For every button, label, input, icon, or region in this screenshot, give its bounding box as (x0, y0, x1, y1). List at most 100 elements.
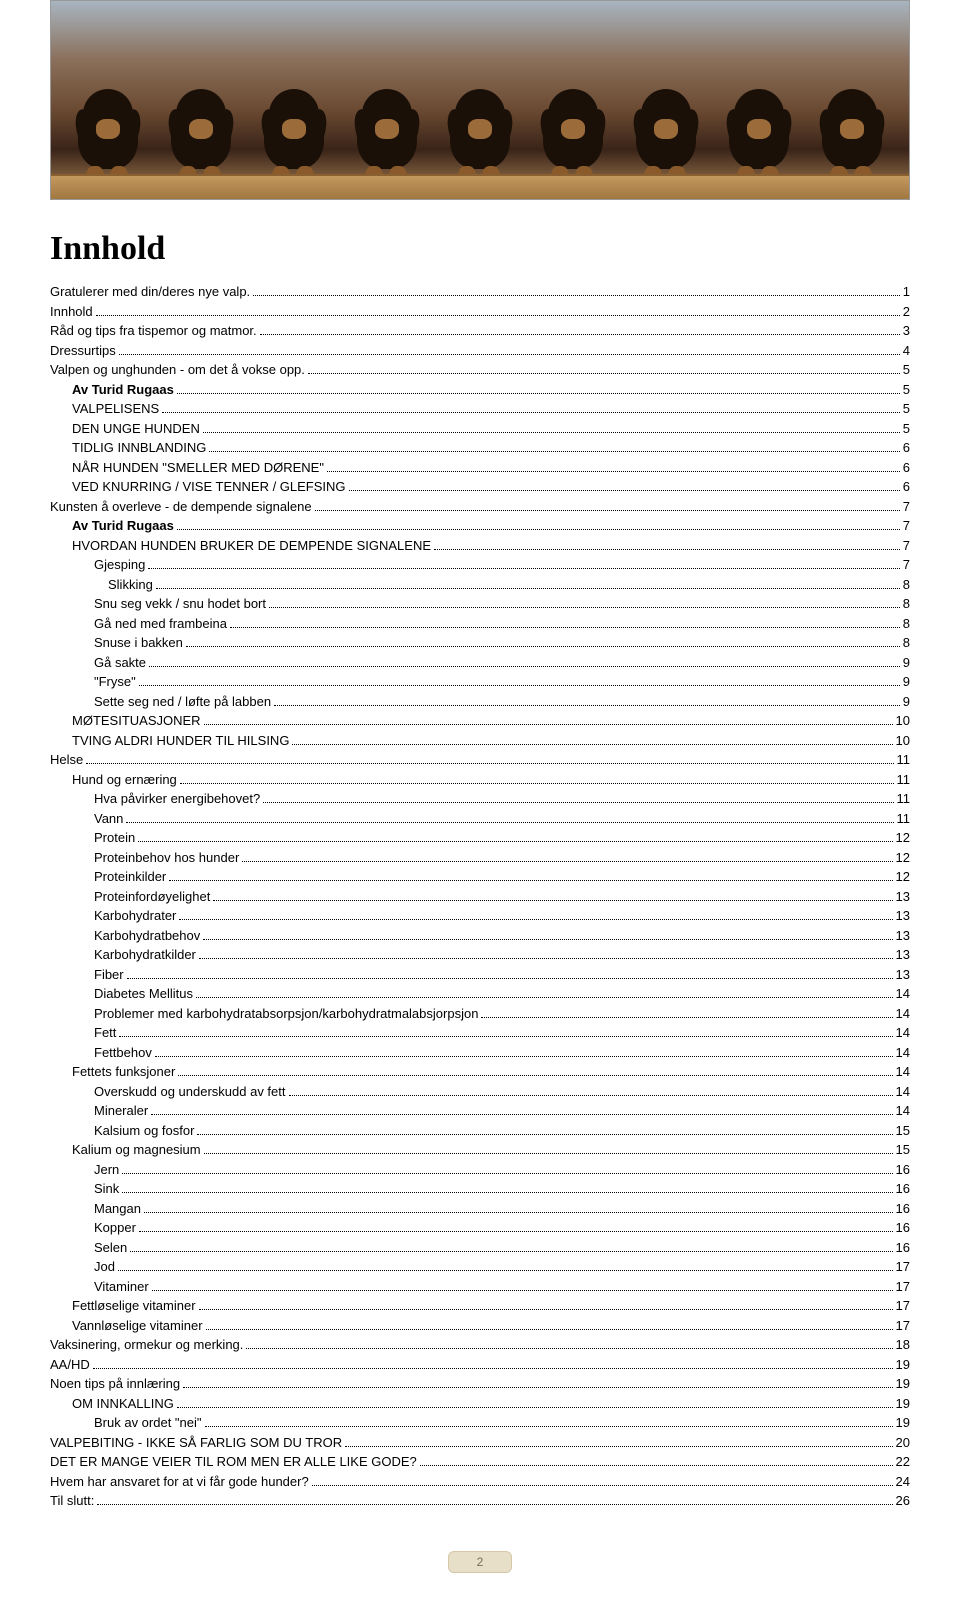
toc-leader-dots (148, 568, 899, 569)
toc-entry[interactable]: Selen16 (50, 1238, 910, 1258)
toc-entry[interactable]: Mineraler14 (50, 1101, 910, 1121)
toc-entry[interactable]: Til slutt:26 (50, 1491, 910, 1511)
toc-entry[interactable]: Hvem har ansvaret for at vi får gode hun… (50, 1472, 910, 1492)
toc-entry[interactable]: Av Turid Rugaas7 (50, 516, 910, 536)
toc-entry[interactable]: Slikking8 (50, 575, 910, 595)
toc-page-number: 7 (903, 555, 910, 575)
toc-entry[interactable]: NÅR HUNDEN "SMELLER MED DØRENE"6 (50, 458, 910, 478)
toc-page-number: 9 (903, 672, 910, 692)
toc-label: VALPEBITING - IKKE SÅ FARLIG SOM DU TROR (50, 1433, 342, 1453)
toc-entry[interactable]: Kunsten å overleve - de dempende signale… (50, 497, 910, 517)
toc-leader-dots (205, 1426, 893, 1427)
toc-entry[interactable]: HVORDAN HUNDEN BRUKER DE DEMPENDE SIGNAL… (50, 536, 910, 556)
toc-entry[interactable]: OM INNKALLING19 (50, 1394, 910, 1414)
toc-entry[interactable]: DET ER MANGE VEIER TIL ROM MEN ER ALLE L… (50, 1452, 910, 1472)
toc-label: Noen tips på innlæring (50, 1374, 180, 1394)
toc-entry[interactable]: Kalsium og fosfor15 (50, 1121, 910, 1141)
toc-entry[interactable]: Karbohydratbehov13 (50, 926, 910, 946)
toc-entry[interactable]: Vann11 (50, 809, 910, 829)
toc-entry[interactable]: Noen tips på innlæring19 (50, 1374, 910, 1394)
toc-entry[interactable]: Sink16 (50, 1179, 910, 1199)
toc-leader-dots (122, 1192, 892, 1193)
toc-leader-dots (203, 432, 900, 433)
toc-label: Råd og tips fra tispemor og matmor. (50, 321, 257, 341)
toc-page-number: 16 (896, 1218, 910, 1238)
toc-entry[interactable]: Gå ned med frambeina8 (50, 614, 910, 634)
toc-entry[interactable]: Gjesping7 (50, 555, 910, 575)
toc-entry[interactable]: Protein12 (50, 828, 910, 848)
toc-label: DET ER MANGE VEIER TIL ROM MEN ER ALLE L… (50, 1452, 417, 1472)
toc-entry[interactable]: Snu seg vekk / snu hodet bort8 (50, 594, 910, 614)
toc-leader-dots (196, 997, 893, 998)
toc-entry[interactable]: Hund og ernæring11 (50, 770, 910, 790)
toc-entry[interactable]: Hva påvirker energibehovet?11 (50, 789, 910, 809)
toc-entry[interactable]: Gå sakte9 (50, 653, 910, 673)
toc-label: "Fryse" (94, 672, 136, 692)
toc-entry[interactable]: Mangan16 (50, 1199, 910, 1219)
toc-label: Mangan (94, 1199, 141, 1219)
toc-entry[interactable]: Proteinfordøyelighet13 (50, 887, 910, 907)
toc-entry[interactable]: Kalium og magnesium15 (50, 1140, 910, 1160)
toc-entry[interactable]: Jern16 (50, 1160, 910, 1180)
toc-entry[interactable]: Fett14 (50, 1023, 910, 1043)
toc-entry[interactable]: Karbohydrater13 (50, 906, 910, 926)
rail (51, 174, 909, 199)
toc-leader-dots (209, 451, 899, 452)
toc-label: Snuse i bakken (94, 633, 183, 653)
toc-leader-dots (149, 666, 900, 667)
toc-entry[interactable]: Av Turid Rugaas5 (50, 380, 910, 400)
toc-entry[interactable]: Vitaminer17 (50, 1277, 910, 1297)
toc-label: Diabetes Mellitus (94, 984, 193, 1004)
toc-entry[interactable]: Diabetes Mellitus14 (50, 984, 910, 1004)
toc-entry[interactable]: AA/HD19 (50, 1355, 910, 1375)
toc-label: Selen (94, 1238, 127, 1258)
toc-entry[interactable]: Vannløselige vitaminer17 (50, 1316, 910, 1336)
toc-entry[interactable]: Overskudd og underskudd av fett14 (50, 1082, 910, 1102)
toc-page-number: 13 (896, 887, 910, 907)
toc-label: Av Turid Rugaas (72, 516, 174, 536)
toc-leader-dots (179, 919, 892, 920)
toc-entry[interactable]: "Fryse" 9 (50, 672, 910, 692)
toc-entry[interactable]: Kopper16 (50, 1218, 910, 1238)
toc-entry[interactable]: Fettløselige vitaminer17 (50, 1296, 910, 1316)
toc-entry[interactable]: Jod17 (50, 1257, 910, 1277)
toc-entry[interactable]: TIDLIG INNBLANDING6 (50, 438, 910, 458)
toc-leader-dots (178, 1075, 892, 1076)
toc-entry[interactable]: Fettbehov14 (50, 1043, 910, 1063)
toc-entry[interactable]: Dressurtips4 (50, 341, 910, 361)
toc-label: Valpen og unghunden - om det å vokse opp… (50, 360, 305, 380)
toc-entry[interactable]: Innhold2 (50, 302, 910, 322)
toc-label: Jern (94, 1160, 119, 1180)
toc-entry[interactable]: Gratulerer med din/deres nye valp.1 (50, 282, 910, 302)
toc-leader-dots (292, 744, 892, 745)
toc-entry[interactable]: Karbohydratkilder13 (50, 945, 910, 965)
toc-entry[interactable]: VALPEBITING - IKKE SÅ FARLIG SOM DU TROR… (50, 1433, 910, 1453)
toc-leader-dots (127, 978, 893, 979)
toc-leader-dots (253, 295, 900, 296)
toc-entry[interactable]: Fiber13 (50, 965, 910, 985)
toc-leader-dots (315, 510, 900, 511)
toc-entry[interactable]: Vaksinering, ormekur og merking.18 (50, 1335, 910, 1355)
toc-leader-dots (180, 783, 894, 784)
toc-entry[interactable]: Valpen og unghunden - om det å vokse opp… (50, 360, 910, 380)
toc-entry[interactable]: Problemer med karbohydratabsorpsjon/karb… (50, 1004, 910, 1024)
toc-label: Innhold (50, 302, 93, 322)
toc-entry[interactable]: Snuse i bakken8 (50, 633, 910, 653)
toc-entry[interactable]: Proteinkilder12 (50, 867, 910, 887)
toc-entry[interactable]: Fettets funksjoner14 (50, 1062, 910, 1082)
toc-entry[interactable]: Råd og tips fra tispemor og matmor.3 (50, 321, 910, 341)
toc-entry[interactable]: TVING ALDRI HUNDER TIL HILSING10 (50, 731, 910, 751)
toc-label: Protein (94, 828, 135, 848)
toc-entry[interactable]: DEN UNGE HUNDEN5 (50, 419, 910, 439)
toc-entry[interactable]: Bruk av ordet "nei"19 (50, 1413, 910, 1433)
toc-entry[interactable]: Sette seg ned / løfte på labben9 (50, 692, 910, 712)
toc-entry[interactable]: MØTESITUASJONER10 (50, 711, 910, 731)
toc-entry[interactable]: Proteinbehov hos hunder12 (50, 848, 910, 868)
toc-page-number: 24 (896, 1472, 910, 1492)
toc-leader-dots (308, 373, 900, 374)
toc-entry[interactable]: VED KNURRING / VISE TENNER / GLEFSING6 (50, 477, 910, 497)
toc-page-number: 5 (903, 360, 910, 380)
toc-leader-dots (213, 900, 892, 901)
toc-entry[interactable]: Helse11 (50, 750, 910, 770)
toc-entry[interactable]: VALPELISENS5 (50, 399, 910, 419)
